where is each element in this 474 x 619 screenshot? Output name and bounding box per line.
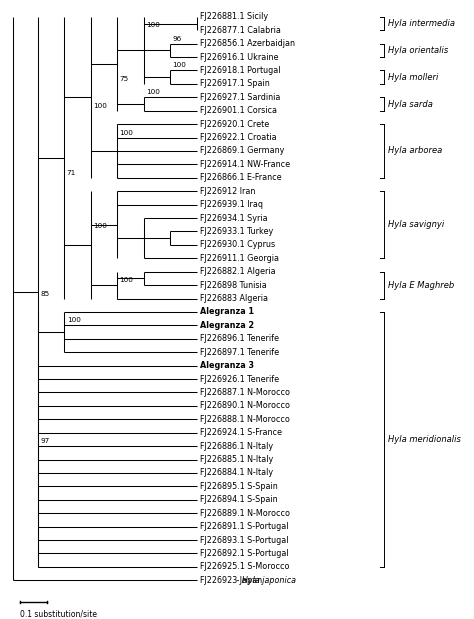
Text: FJ226925.1 S-Morocco: FJ226925.1 S-Morocco (200, 563, 290, 571)
Text: FJ226939.1 Iraq: FJ226939.1 Iraq (200, 200, 263, 209)
Text: 100: 100 (67, 318, 81, 323)
Text: FJ226933.1 Turkey: FJ226933.1 Turkey (200, 227, 273, 236)
Text: FJ226896.1 Tenerife: FJ226896.1 Tenerife (200, 334, 279, 344)
Text: FJ226920.1 Crete: FJ226920.1 Crete (200, 119, 269, 129)
Text: FJ226894.1 S-Spain: FJ226894.1 S-Spain (200, 495, 278, 504)
Text: Hyla molleri: Hyla molleri (388, 72, 438, 82)
Text: FJ226881.1 Sicily: FJ226881.1 Sicily (200, 12, 268, 21)
Text: FJ226922.1 Croatia: FJ226922.1 Croatia (200, 133, 277, 142)
Text: 0.1 substitution/site: 0.1 substitution/site (20, 609, 98, 618)
Text: 100: 100 (146, 22, 160, 28)
Text: FJ226888.1 N-Morocco: FJ226888.1 N-Morocco (200, 415, 290, 424)
Text: FJ226866.1 E-France: FJ226866.1 E-France (200, 173, 282, 183)
Text: Hyla intermedia: Hyla intermedia (388, 19, 455, 28)
Text: 100: 100 (93, 223, 107, 230)
Text: FJ226889.1 N-Morocco: FJ226889.1 N-Morocco (200, 509, 290, 517)
Text: 100: 100 (119, 277, 133, 283)
Text: Alegranza 3: Alegranza 3 (200, 361, 254, 370)
Text: FJ226927.1 Sardinia: FJ226927.1 Sardinia (200, 93, 281, 102)
Text: FJ226901.1 Corsica: FJ226901.1 Corsica (200, 106, 277, 115)
Text: FJ226926.1 Tenerife: FJ226926.1 Tenerife (200, 374, 279, 384)
Text: FJ226869.1 Germany: FJ226869.1 Germany (200, 147, 284, 155)
Text: FJ226918.1 Portugal: FJ226918.1 Portugal (200, 66, 281, 75)
Text: FJ226892.1 S-Portugal: FJ226892.1 S-Portugal (200, 549, 289, 558)
Text: Alegranza 1: Alegranza 1 (200, 308, 254, 316)
Text: 100: 100 (119, 129, 133, 136)
Text: 100: 100 (146, 89, 160, 95)
Text: FJ226884.1 N-Italy: FJ226884.1 N-Italy (200, 469, 273, 477)
Text: FJ226898 Tunisia: FJ226898 Tunisia (200, 280, 267, 290)
Text: FJ226897.1 Tenerife: FJ226897.1 Tenerife (200, 348, 279, 357)
Text: 97: 97 (40, 438, 50, 444)
Text: 100: 100 (93, 103, 107, 109)
Text: Hyla sarda: Hyla sarda (388, 100, 433, 108)
Text: Hyla orientalis: Hyla orientalis (388, 46, 448, 55)
Text: Hyla E Maghreb: Hyla E Maghreb (388, 280, 454, 290)
Text: FJ226877.1 Calabria: FJ226877.1 Calabria (200, 26, 281, 35)
Text: FJ226914.1 NW-France: FJ226914.1 NW-France (200, 160, 290, 169)
Text: FJ226882.1 Algeria: FJ226882.1 Algeria (200, 267, 276, 276)
Text: FJ226891.1 S-Portugal: FJ226891.1 S-Portugal (200, 522, 289, 531)
Text: FJ226883 Algeria: FJ226883 Algeria (200, 294, 268, 303)
Text: 96: 96 (173, 36, 182, 41)
Text: FJ226856.1 Azerbaidjan: FJ226856.1 Azerbaidjan (200, 39, 295, 48)
Text: FJ226934.1 Syria: FJ226934.1 Syria (200, 214, 268, 223)
Text: FJ226912 Iran: FJ226912 Iran (200, 187, 255, 196)
Text: Hyla savignyi: Hyla savignyi (388, 220, 444, 229)
Text: 100: 100 (173, 63, 186, 69)
Text: FJ226916.1 Ukraine: FJ226916.1 Ukraine (200, 53, 279, 61)
Text: FJ226885.1 N-Italy: FJ226885.1 N-Italy (200, 455, 273, 464)
Text: FJ226887.1 N-Morocco: FJ226887.1 N-Morocco (200, 388, 290, 397)
Text: FJ226890.1 N-Morocco: FJ226890.1 N-Morocco (200, 401, 290, 410)
Text: FJ226923 Japan: FJ226923 Japan (200, 576, 262, 585)
Text: - Hyla japonica: - Hyla japonica (234, 576, 296, 585)
Text: FJ226917.1 Spain: FJ226917.1 Spain (200, 79, 270, 89)
Text: 71: 71 (67, 170, 76, 176)
Text: FJ226886.1 N-Italy: FJ226886.1 N-Italy (200, 441, 273, 451)
Text: Hyla meridionalis: Hyla meridionalis (388, 435, 461, 444)
Text: FJ226893.1 S-Portugal: FJ226893.1 S-Portugal (200, 535, 289, 545)
Text: 85: 85 (40, 290, 50, 297)
Text: FJ226930.1 Cyprus: FJ226930.1 Cyprus (200, 240, 275, 249)
Text: FJ226911.1 Georgia: FJ226911.1 Georgia (200, 254, 279, 263)
Text: FJ226924.1 S-France: FJ226924.1 S-France (200, 428, 282, 437)
Text: FJ226895.1 S-Spain: FJ226895.1 S-Spain (200, 482, 278, 491)
Text: Alegranza 2: Alegranza 2 (200, 321, 254, 330)
Text: 75: 75 (119, 76, 129, 82)
Text: Hyla arborea: Hyla arborea (388, 147, 442, 155)
